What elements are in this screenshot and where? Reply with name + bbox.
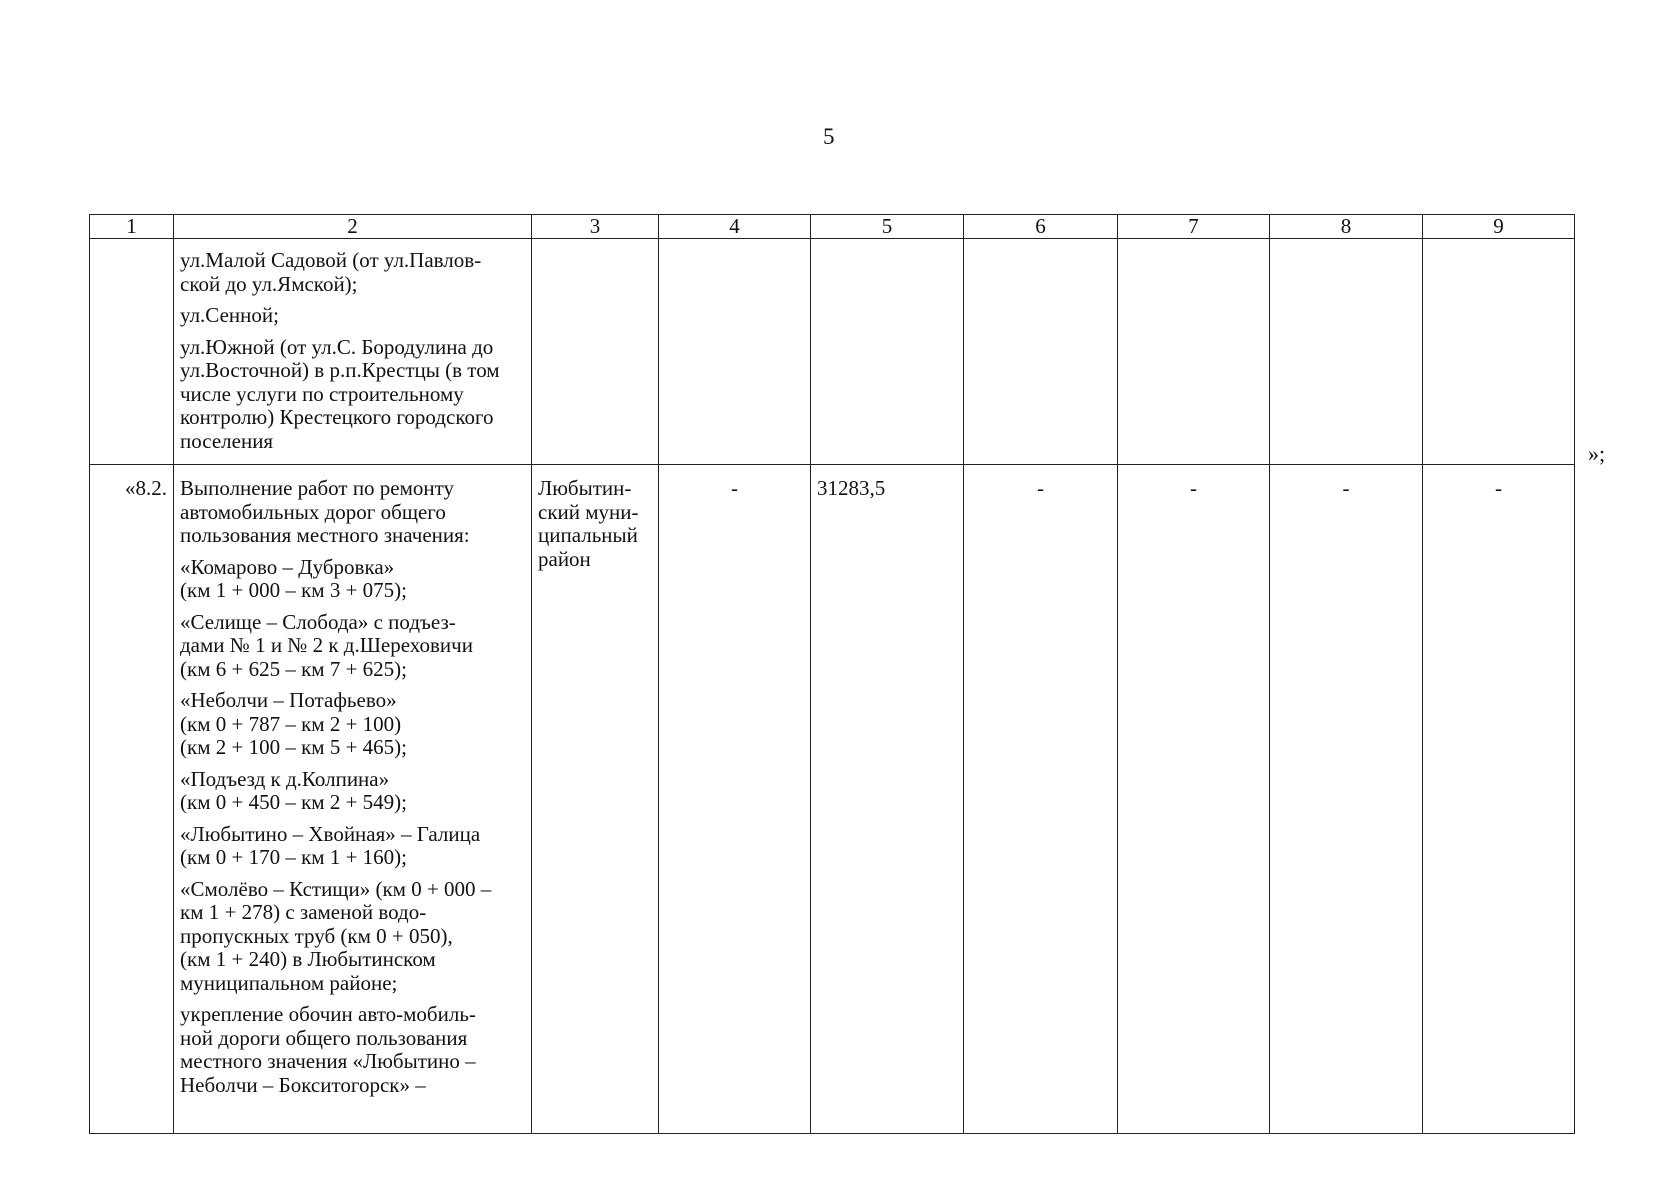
road-item: укрепление обочин авто-мобиль- ной дорог… [180, 1002, 476, 1097]
table-cell [89, 238, 174, 465]
table-row: «8.2. Выполнение работ по ремонту автомо… [89, 464, 1575, 1134]
road-item: «Селище – Слобода» с подъез- дами № 1 и … [180, 609, 473, 681]
column-header: 6 [963, 214, 1118, 239]
column-header: 5 [810, 214, 964, 239]
value-cell: - [658, 464, 811, 1134]
column-header: 9 [1422, 214, 1575, 239]
road-item: «Комарово – Дубровка» (км 1 + 000 – км 3… [180, 554, 407, 602]
amount-cell: 31283,5 [810, 464, 964, 1134]
road-item: «Смолёво – Кстищи» (км 0 + 000 – км 1 + … [180, 876, 492, 995]
work-description: Выполнение работ по ремонту автомобильны… [180, 476, 470, 547]
column-header: 8 [1269, 214, 1423, 239]
district-cell: Любытин- ский муни- ципальный район [531, 464, 659, 1134]
road-item: «Неболчи – Потафьево» (км 0 + 787 – км 2… [180, 688, 407, 759]
data-table: 1 2 3 4 5 6 7 8 9 ул.Малой Садовой (от у… [89, 214, 1575, 1134]
header-row: 1 2 3 4 5 6 7 8 9 [89, 214, 1575, 239]
closing-quote-mark: »; [1588, 441, 1606, 466]
value-cell: - [1269, 464, 1423, 1134]
table-cell [810, 238, 964, 465]
table-cell [1117, 238, 1270, 465]
table-cell [1422, 238, 1575, 465]
table-cell: ул.Малой Садовой (от ул.Павлов- ской до … [173, 238, 532, 465]
table-row: ул.Малой Садовой (от ул.Павлов- ской до … [89, 238, 1575, 465]
table-cell [531, 238, 659, 465]
district-name: Любытин- ский муни- ципальный район [538, 476, 639, 571]
road-item: «Любытино – Хвойная» – Галица (км 0 + 17… [180, 821, 481, 869]
column-header: 3 [531, 214, 659, 239]
table-cell [658, 238, 811, 465]
street-item: ул.Южной (от ул.С. Бородулина до ул.Вост… [180, 334, 500, 453]
table-cell [1269, 238, 1423, 465]
page-number: 5 [823, 124, 835, 149]
value-cell: - [963, 464, 1118, 1134]
street-item: ул.Сенной; [180, 303, 279, 327]
value-cell: - [1117, 464, 1270, 1134]
road-item: «Подъезд к д.Колпина» (км 0 + 450 – км 2… [180, 766, 407, 814]
column-header: 4 [658, 214, 811, 239]
value-cell: - [1422, 464, 1575, 1134]
street-item: ул.Малой Садовой (от ул.Павлов- ской до … [180, 248, 482, 296]
item-number: «8.2. [89, 464, 174, 1134]
table-cell: Выполнение работ по ремонту автомобильны… [173, 464, 532, 1134]
column-header: 2 [173, 214, 532, 239]
table-cell [963, 238, 1118, 465]
column-header: 7 [1117, 214, 1270, 239]
column-header: 1 [89, 214, 174, 239]
